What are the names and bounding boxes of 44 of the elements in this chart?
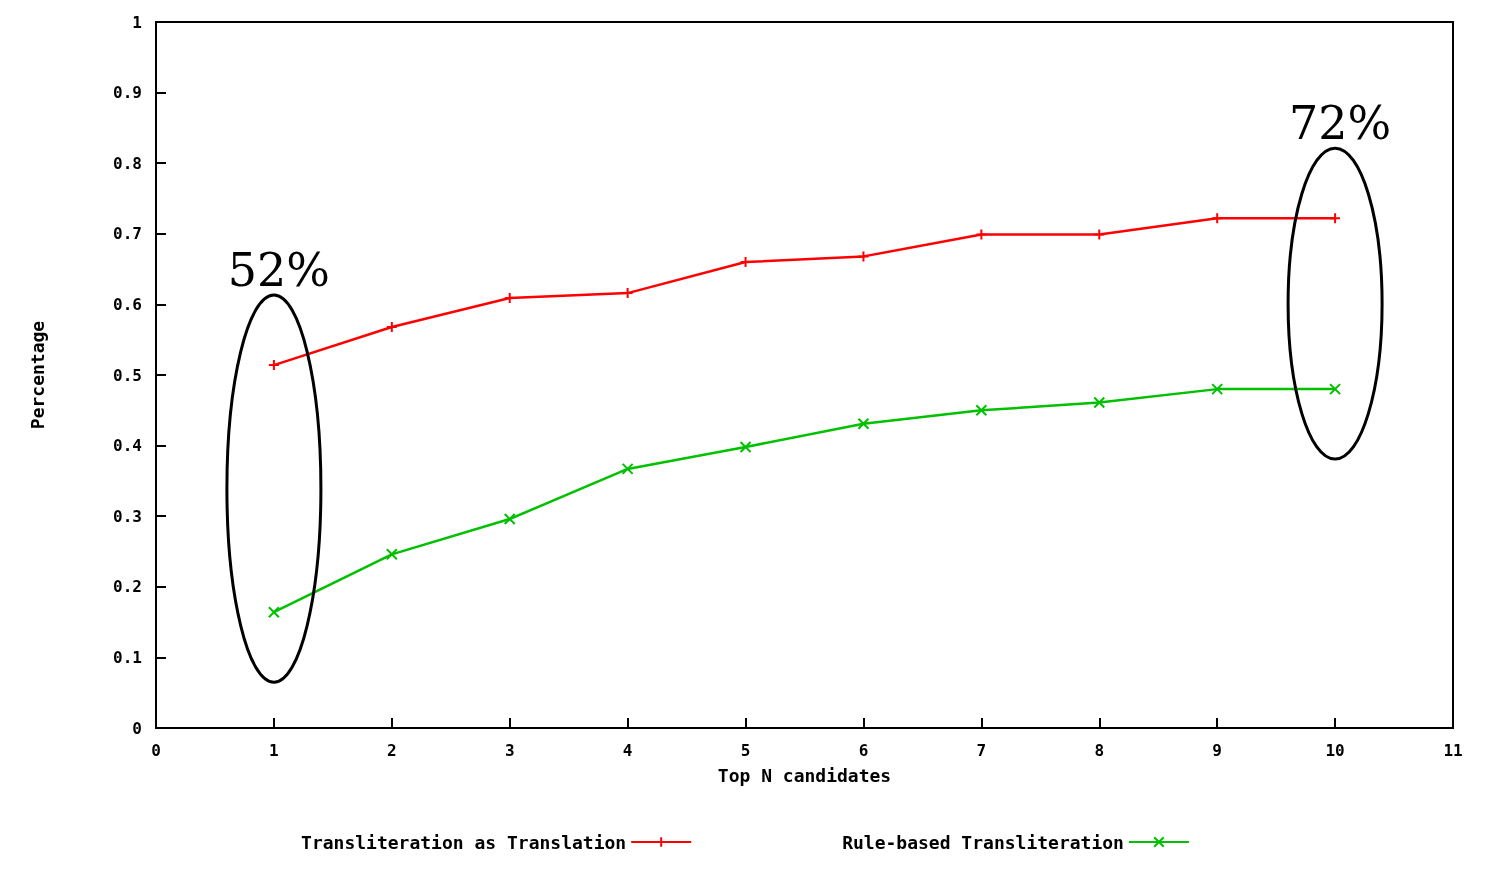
legend-label: Rule-based Transliteration — [842, 831, 1124, 853]
y-tick-label: 1 — [132, 12, 142, 32]
y-tick-label: 0.7 — [113, 224, 142, 244]
point — [1093, 228, 1106, 241]
y-tick-label: 0.2 — [113, 577, 142, 597]
y-tick-label: 0.4 — [113, 436, 142, 456]
x-axis-title: Top N candidates — [717, 764, 892, 786]
point — [1211, 383, 1224, 396]
point — [739, 441, 752, 454]
x-tick-label: 0 — [151, 740, 161, 760]
x-tick-label: 8 — [1094, 740, 1105, 760]
y-tick-label: 0.1 — [113, 647, 142, 667]
x-tick-label: 4 — [622, 740, 633, 760]
x-tick-label: 7 — [976, 740, 987, 760]
point — [975, 228, 988, 241]
y-tick-label: 0.9 — [113, 83, 142, 103]
annotation: 52% — [227, 243, 331, 298]
annotation: 72% — [1288, 96, 1392, 151]
point — [1093, 396, 1106, 409]
x-tick-label: 3 — [504, 740, 515, 760]
x-tick-label: 10 — [1325, 740, 1345, 760]
x-tick-label: 9 — [1212, 740, 1222, 760]
y-tick-label: 0.3 — [113, 506, 142, 526]
point — [267, 606, 280, 619]
point — [621, 462, 634, 475]
x-tick-label: 5 — [740, 740, 751, 760]
point — [1329, 383, 1342, 396]
legend-label: Transliteration as Translation — [301, 831, 627, 853]
point — [857, 250, 870, 263]
point — [857, 417, 870, 430]
point — [975, 404, 988, 417]
y-tick-label: 0.8 — [113, 153, 142, 173]
point — [385, 548, 398, 561]
x-tick-label: 2 — [387, 740, 397, 760]
x-tick-label: 6 — [858, 740, 869, 760]
x-tick-label: 11 — [1443, 740, 1463, 760]
y-tick-label: 0 — [132, 718, 142, 738]
y-axis-title: Percentage — [26, 320, 48, 430]
point — [503, 513, 516, 526]
y-tick-label: 0.6 — [113, 294, 142, 314]
y-tick-label: 0.5 — [113, 365, 142, 385]
x-tick-label: 1 — [269, 740, 279, 760]
point — [1211, 212, 1224, 225]
point — [1329, 212, 1342, 225]
